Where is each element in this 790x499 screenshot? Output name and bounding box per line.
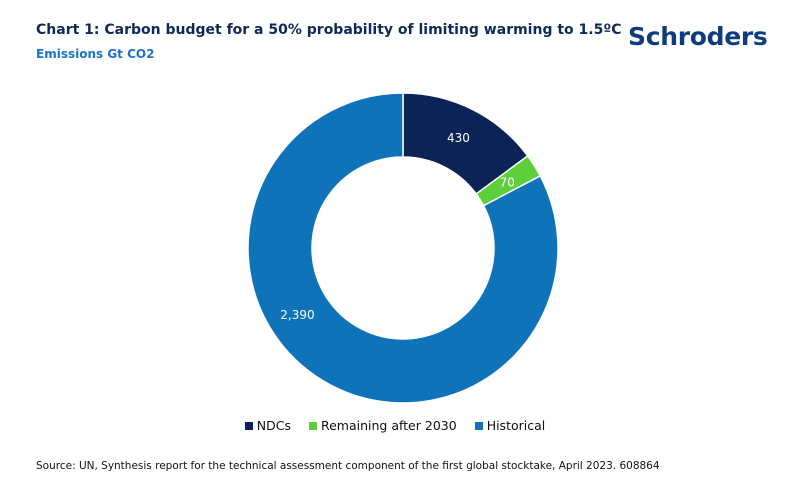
legend-item-ndcs: NDCs: [244, 418, 291, 433]
legend-label-remaining: Remaining after 2030: [320, 418, 457, 433]
legend-item-historical: Historical: [474, 418, 546, 433]
data-label-historical: 2,390: [280, 308, 314, 322]
chart-title: Chart 1: Carbon budget for a 50% probabi…: [36, 22, 622, 38]
donut-chart: 430 70 2,390: [247, 92, 559, 404]
legend-swatch-historical: [474, 421, 483, 430]
data-label-ndcs: 430: [447, 131, 470, 145]
legend-label-ndcs: NDCs: [256, 418, 291, 433]
legend-swatch-remaining: [308, 421, 317, 430]
chart-subtitle: Emissions Gt CO2: [36, 47, 155, 61]
source-note: Source: UN, Synthesis report for the tec…: [36, 460, 660, 472]
slice-historical: [247, 92, 559, 404]
legend-label-historical: Historical: [486, 418, 546, 433]
legend-item-remaining: Remaining after 2030: [308, 418, 457, 433]
schroders-logo: Schroders: [628, 22, 768, 51]
legend-swatch-ndcs: [244, 421, 253, 430]
chart-legend: NDCs Remaining after 2030 Historical: [0, 418, 790, 433]
data-label-remaining: 70: [500, 176, 515, 190]
